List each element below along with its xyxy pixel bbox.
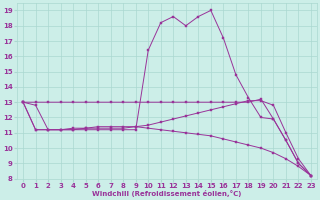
X-axis label: Windchill (Refroidissement éolien,°C): Windchill (Refroidissement éolien,°C) — [92, 190, 242, 197]
